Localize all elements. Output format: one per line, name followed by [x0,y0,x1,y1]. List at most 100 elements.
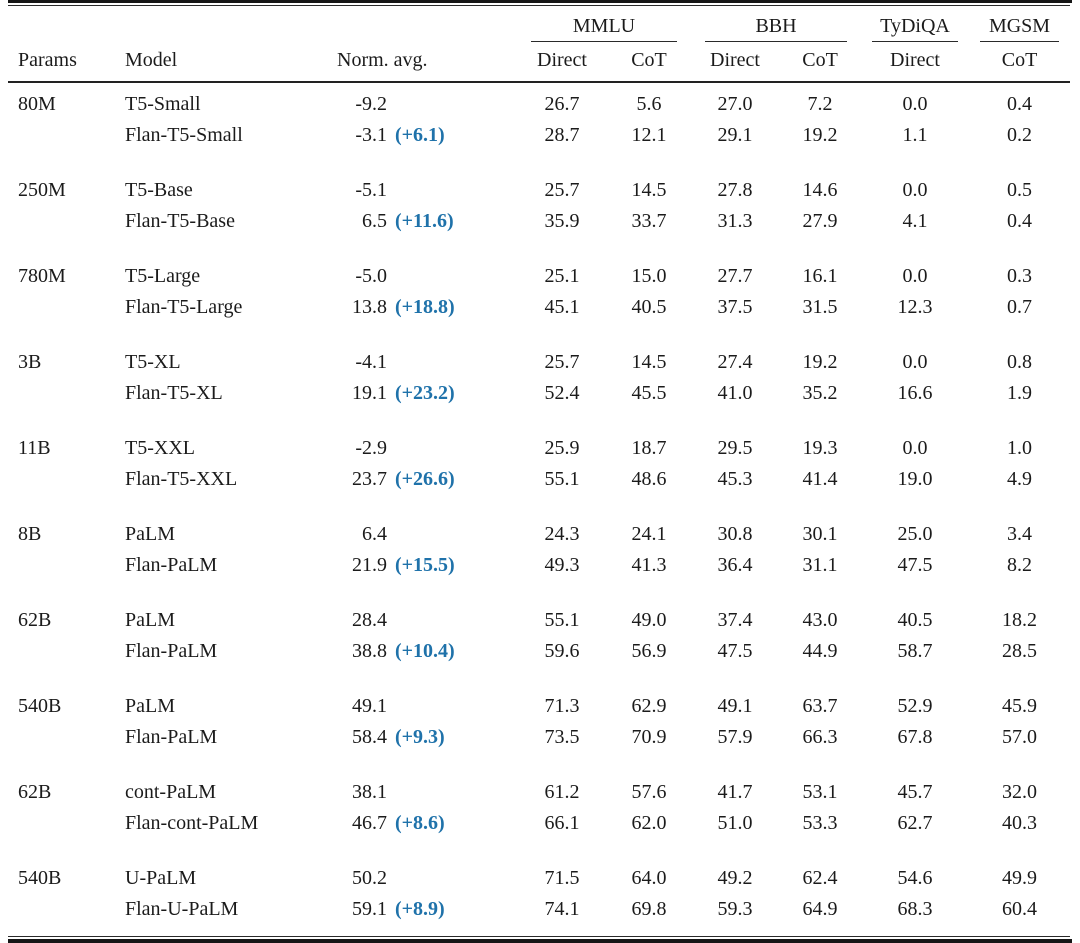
bbh-direct-cell: 41.0 [717,382,753,404]
mgsm-cot-cell: 60.4 [1002,898,1038,920]
tydiqa-direct-cell: 40.5 [897,609,933,631]
col-header-mmlu-cot: CoT [607,42,692,83]
model-cell: Flan-cont-PaLM [125,812,259,834]
norm-avg-cell: 50.2 [327,839,517,894]
model-cell: T5-XXL [125,437,195,459]
bbh-direct-cell: 37.4 [717,609,753,631]
mgsm-cot-cell: 0.2 [1007,124,1033,146]
tydiqa-direct-cell: 67.8 [897,726,933,748]
params-cell: 62B [18,609,52,631]
mmlu-cot-cell: 41.3 [631,554,667,576]
mmlu-direct-cell: 71.3 [544,695,580,717]
tydiqa-direct-cell: 0.0 [902,265,928,287]
norm-avg-value: -9.2 [355,93,387,115]
norm-avg-value: -3.1 [355,124,387,146]
norm-avg-delta: (+10.4) [395,640,455,662]
norm-avg-cell: -2.9 [327,409,517,464]
table-row: 11B T5-XXL -2.9 25.9 18.7 29.5 19.3 0.0 1.0 [8,409,1070,464]
mgsm-cot-cell: 0.4 [1007,93,1033,115]
model-cell: cont-PaLM [125,781,217,803]
bbh-direct-cell: 27.8 [717,179,753,201]
group-header-bbh-label: BBH [705,15,848,42]
mgsm-cot-cell: 0.5 [1007,179,1033,201]
norm-avg-cell: 28.4 [327,581,517,636]
tydiqa-direct-cell: 58.7 [897,640,933,662]
model-cell: T5-XL [125,351,181,373]
bbh-cot-cell: 63.7 [802,695,838,717]
bbh-direct-cell: 49.2 [717,867,753,889]
norm-avg-cell: 21.9 (+15.5) [327,550,517,581]
norm-avg-cell: -4.1 [327,323,517,378]
tydiqa-direct-cell: 1.1 [902,124,928,146]
bbh-cot-cell: 30.1 [802,523,838,545]
bbh-cot-cell: 41.4 [802,468,838,490]
mmlu-cot-cell: 57.6 [631,781,667,803]
params-cell [8,894,115,937]
params-cell: 62B [18,781,52,803]
table-row: Flan-T5-Large 13.8 (+18.8) 45.1 40.5 37.5 31.5… [8,292,1070,323]
mgsm-cot-cell: 1.0 [1007,437,1033,459]
tydiqa-direct-cell: 0.0 [902,179,928,201]
bbh-direct-cell: 41.7 [717,781,753,803]
mmlu-cot-cell: 49.0 [631,609,667,631]
table-header: MMLU BBH TyDiQA MGSM Params Model Norm. … [8,6,1071,83]
mmlu-direct-cell: 73.5 [544,726,580,748]
mmlu-cot-cell: 48.6 [631,468,667,490]
tydiqa-direct-cell: 0.0 [902,93,928,115]
group-header-bbh: BBH [691,6,861,42]
norm-avg-cell: 59.1 (+8.9) [327,894,517,937]
params-cell: 3B [18,351,42,373]
model-cell: Flan-T5-Large [125,296,243,318]
mmlu-direct-cell: 74.1 [544,898,580,920]
mmlu-direct-cell: 25.7 [544,179,580,201]
norm-avg-value: 23.7 [352,468,387,490]
norm-avg-delta: (+9.3) [395,726,445,748]
norm-avg-cell: 49.1 [327,667,517,722]
norm-avg-cell: 58.4 (+9.3) [327,722,517,753]
norm-avg-value: 49.1 [352,695,387,717]
group-header-mgsm-label: MGSM [980,15,1060,42]
norm-avg-cell: 38.1 [327,753,517,808]
params-cell: 250M [18,179,66,201]
mgsm-cot-cell: 45.9 [1002,695,1038,717]
params-cell [8,550,115,581]
col-header-bbh-cot: CoT [779,42,862,83]
table-row: Flan-T5-XL 19.1 (+23.2) 52.4 45.5 41.0 35.2 16.… [8,378,1070,409]
bbh-cot-cell: 19.2 [802,351,838,373]
norm-avg-cell: -3.1 (+6.1) [327,120,517,151]
table-row: 62B cont-PaLM 38.1 61.2 57.6 41.7 53.1 45.7 32.0 [8,753,1070,808]
table-row: 80M T5-Small -9.2 26.7 5.6 27.0 7.2 0.0 0.4 [8,82,1070,120]
tydiqa-direct-cell: 62.7 [897,812,933,834]
tydiqa-direct-cell: 4.1 [902,210,928,232]
bbh-cot-cell: 53.3 [802,812,838,834]
model-cell: T5-Small [125,93,201,115]
table-body: 80M T5-Small -9.2 26.7 5.6 27.0 7.2 0.0 0.4 Flan-… [8,82,1070,937]
mgsm-cot-cell: 40.3 [1002,812,1038,834]
mmlu-direct-cell: 24.3 [544,523,580,545]
norm-avg-cell: -5.0 [327,237,517,292]
tydiqa-direct-cell: 52.9 [897,695,933,717]
bbh-cot-cell: 62.4 [802,867,838,889]
table-row: Flan-cont-PaLM 46.7 (+8.6) 66.1 62.0 51.0 53.3… [8,808,1070,839]
bbh-cot-cell: 44.9 [802,640,838,662]
norm-avg-value: 28.4 [352,609,387,631]
params-cell [8,722,115,753]
norm-avg-value: -5.0 [355,265,387,287]
table-row: 3B T5-XL -4.1 25.7 14.5 27.4 19.2 0.0 0.8 [8,323,1070,378]
params-cell [8,120,115,151]
norm-avg-value: 46.7 [352,812,387,834]
params-cell [8,808,115,839]
mmlu-cot-cell: 62.9 [631,695,667,717]
col-header-bbh-direct: Direct [691,42,780,83]
norm-avg-delta: (+18.8) [395,296,455,318]
bbh-direct-cell: 29.5 [717,437,753,459]
mgsm-cot-cell: 32.0 [1002,781,1038,803]
table-row: Flan-PaLM 38.8 (+10.4) 59.6 56.9 47.5 44.9 58.7… [8,636,1070,667]
norm-avg-value: -2.9 [355,437,387,459]
mmlu-direct-cell: 35.9 [544,210,580,232]
tydiqa-direct-cell: 45.7 [897,781,933,803]
bbh-cot-cell: 31.5 [802,296,838,318]
table-row: 250M T5-Base -5.1 25.7 14.5 27.8 14.6 0.0 0.5 [8,151,1070,206]
bbh-cot-cell: 31.1 [802,554,838,576]
mmlu-cot-cell: 62.0 [631,812,667,834]
